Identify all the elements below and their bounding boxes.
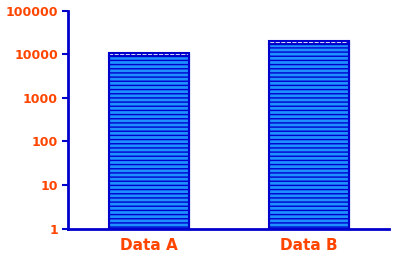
Bar <box>109 56 189 229</box>
Bar <box>269 41 349 44</box>
Bar <box>109 56 189 229</box>
Bar <box>109 53 189 56</box>
Bar <box>269 44 349 229</box>
Bar <box>109 53 189 56</box>
Bar <box>269 44 349 229</box>
Bar <box>269 41 349 44</box>
